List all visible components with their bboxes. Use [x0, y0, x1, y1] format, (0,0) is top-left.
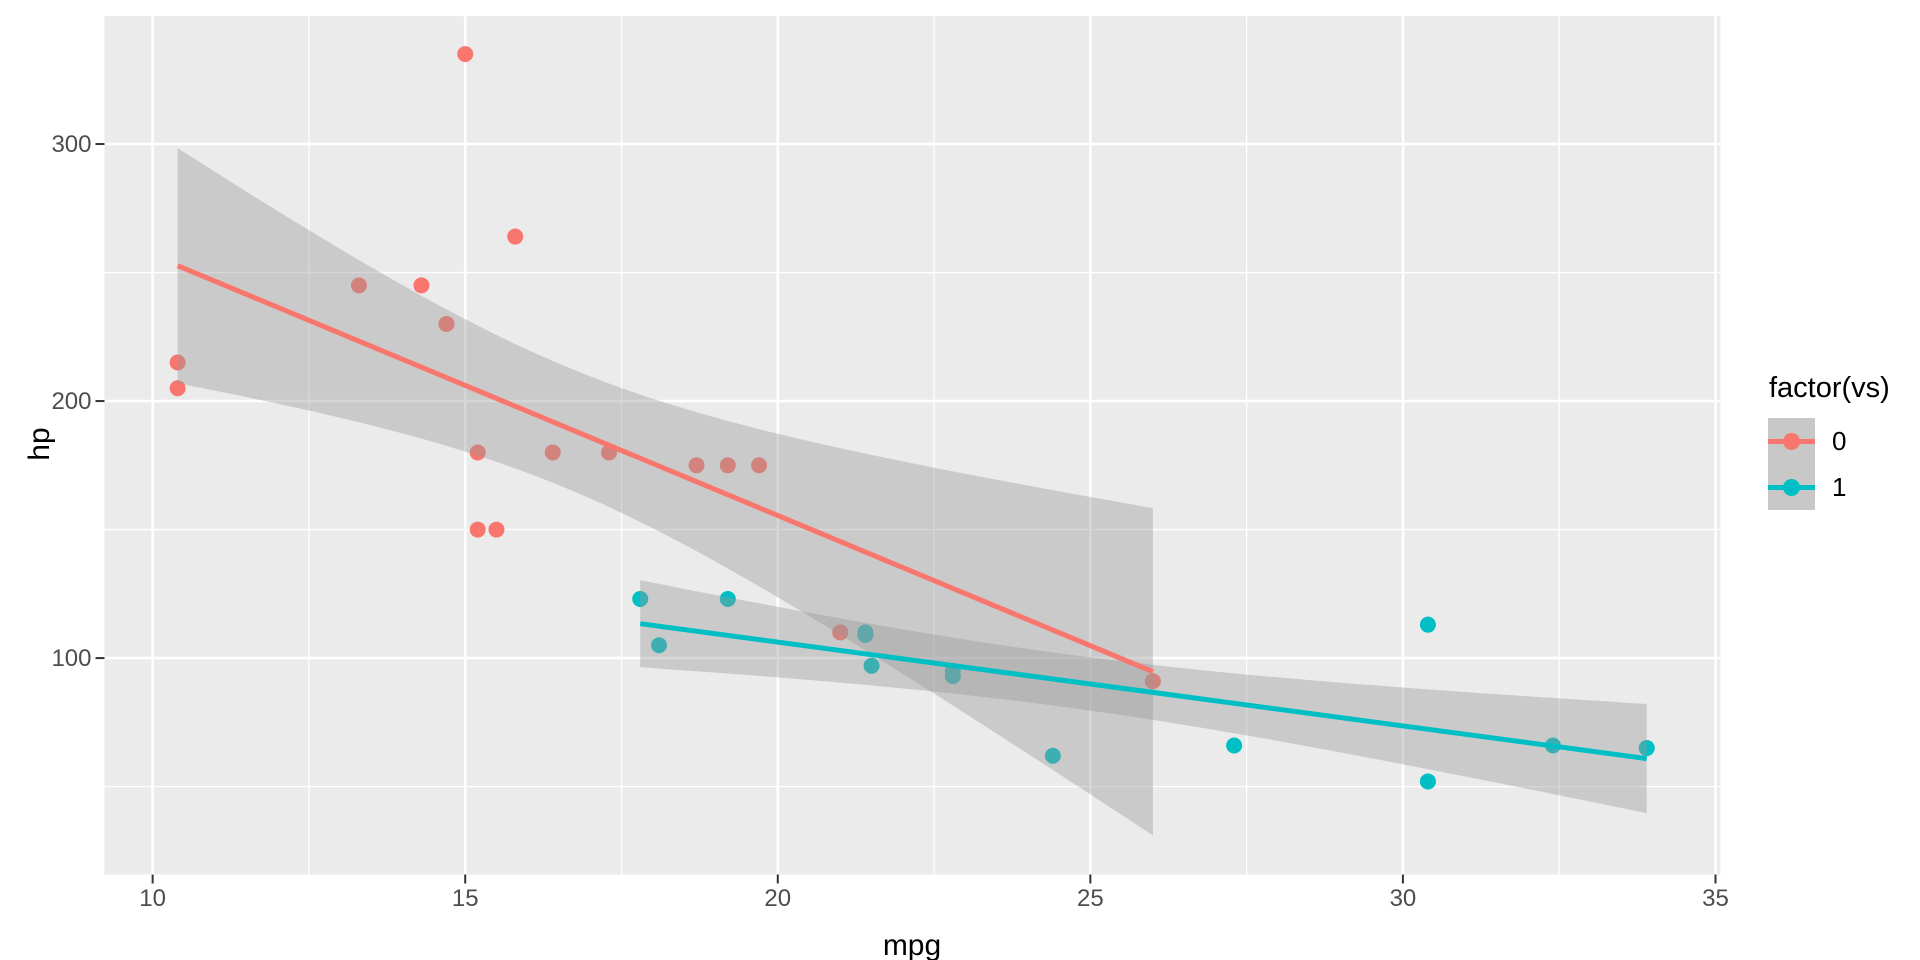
data-point: [438, 315, 455, 332]
data-point: [457, 46, 474, 63]
x-axis-title: mpg: [882, 929, 942, 960]
data-point: [1419, 773, 1436, 790]
data-point: [1419, 616, 1436, 633]
x-axis-tick-label: 25: [1077, 885, 1104, 912]
regression-line: [639, 621, 1648, 762]
data-point: [507, 228, 524, 245]
y-axis-title: hp: [23, 427, 56, 461]
data-point: [169, 380, 186, 397]
y-axis-tick-label: 100: [51, 645, 91, 672]
legend-entry: 0: [1768, 418, 1890, 464]
regression-line: [176, 263, 1154, 675]
data-point: [651, 637, 668, 654]
data-point: [832, 624, 849, 641]
data-point: [863, 657, 880, 674]
data-point: [1638, 740, 1655, 757]
data-point: [1226, 737, 1243, 754]
data-point: [488, 521, 505, 538]
data-point: [632, 590, 649, 607]
data-point: [350, 277, 367, 294]
x-axis-tick-label: 15: [452, 885, 479, 912]
confidence-ribbon: [177, 148, 1153, 836]
panel-layers: [169, 46, 1655, 836]
confidence-ribbon: [640, 580, 1647, 814]
legend-key: [1768, 464, 1815, 510]
data-point: [469, 444, 486, 461]
data-point: [413, 277, 430, 294]
legend-key: [1768, 418, 1815, 464]
legend-title: factor(vs): [1769, 372, 1890, 404]
data-point: [1144, 673, 1161, 690]
data-point: [469, 521, 486, 538]
y-axis-tick-label: 200: [51, 388, 91, 415]
x-axis-tick-label: 10: [139, 885, 166, 912]
data-point: [1044, 747, 1061, 764]
data-point: [751, 457, 768, 474]
legend-entry-label: 1: [1832, 471, 1847, 502]
x-axis-tick-label: 20: [764, 885, 791, 912]
data-point: [857, 626, 874, 643]
legend-key-dot: [1783, 478, 1800, 496]
y-axis-tick-label: 300: [51, 131, 91, 158]
data-point: [688, 457, 705, 474]
data-point: [719, 590, 736, 607]
data-point: [719, 457, 736, 474]
x-axis-tick-label: 35: [1702, 885, 1729, 912]
legend-entry: 1: [1768, 464, 1890, 510]
legend-key-dot: [1783, 432, 1800, 450]
data-point: [544, 444, 561, 461]
x-axis-tick-label: 30: [1390, 885, 1417, 912]
data-point: [169, 354, 186, 371]
legend-entry-label: 0: [1832, 425, 1847, 456]
